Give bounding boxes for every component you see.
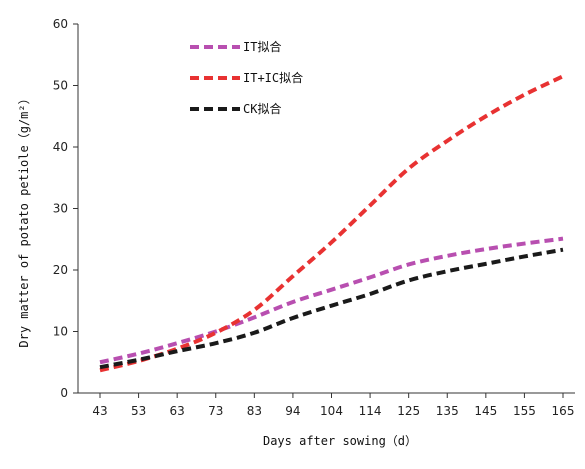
series-layer <box>99 74 564 373</box>
legend-label: IT+IC拟合 <box>243 70 303 85</box>
legend-label: CK拟合 <box>243 101 281 116</box>
legend-item-ck: CK拟合 <box>190 101 281 116</box>
x-tick-label: 114 <box>359 404 382 418</box>
y-tick-label: 20 <box>53 263 68 277</box>
x-tick-label: 104 <box>320 404 343 418</box>
y-tick-label: 30 <box>53 202 68 216</box>
legend: IT拟合 IT+IC拟合 CK拟合 <box>190 39 303 116</box>
x-tick-label: 94 <box>285 404 300 418</box>
axes: 0 10 20 30 40 50 60 43 53 63 73 83 94 104 114 125 135 145… <box>53 17 575 418</box>
x-tick-label: 63 <box>170 404 185 418</box>
y-tick-label: 0 <box>60 386 68 400</box>
x-axis-title: Days after sowing（d） <box>263 434 417 448</box>
y-tick-label: 60 <box>53 17 68 31</box>
legend-item-it: IT拟合 <box>190 39 281 54</box>
y-axis-title: Dry matter of potato petiole（g/m²） <box>17 92 31 347</box>
x-tick-label: 43 <box>92 404 107 418</box>
y-tick-label: 10 <box>53 325 68 339</box>
x-tick-label: 135 <box>436 404 459 418</box>
x-tick-label: 83 <box>247 404 262 418</box>
x-tick-label: 165 <box>552 404 575 418</box>
x-tick-label: 145 <box>474 404 497 418</box>
legend-item-it-ic: IT+IC拟合 <box>190 70 303 85</box>
legend-label: IT拟合 <box>243 39 281 54</box>
y-tick-label: 40 <box>53 140 68 154</box>
x-tick-label: 125 <box>397 404 420 418</box>
x-tick-label: 73 <box>208 404 223 418</box>
series-line-ck <box>99 247 564 370</box>
x-tick-label: 53 <box>131 404 146 418</box>
series-line-it <box>99 236 564 365</box>
series-line-it-ic <box>99 74 564 373</box>
y-tick-label: 50 <box>53 79 68 93</box>
x-tick-label: 155 <box>513 404 536 418</box>
